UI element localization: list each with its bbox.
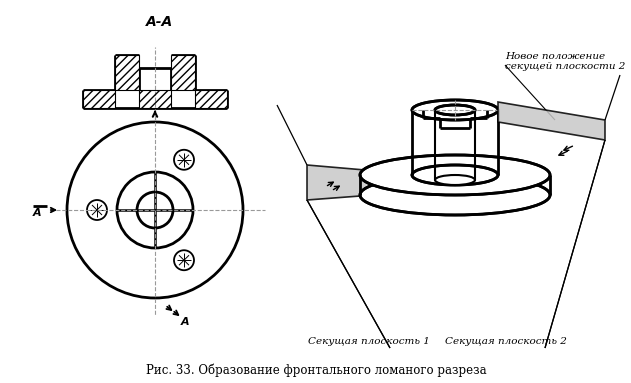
Bar bbox=[171, 55, 195, 90]
Bar bbox=[139, 90, 171, 108]
Polygon shape bbox=[307, 165, 400, 200]
Polygon shape bbox=[498, 102, 605, 140]
Ellipse shape bbox=[435, 105, 475, 115]
Ellipse shape bbox=[360, 175, 550, 215]
Text: Новое положение
секущей плоскости 2: Новое положение секущей плоскости 2 bbox=[505, 52, 625, 71]
Text: Секущая плоскость 1: Секущая плоскость 1 bbox=[308, 337, 430, 347]
Bar bbox=[115, 55, 139, 90]
Bar bbox=[195, 90, 227, 108]
Bar bbox=[83, 90, 115, 108]
Bar bbox=[195, 90, 227, 108]
Ellipse shape bbox=[435, 175, 475, 185]
Text: А: А bbox=[180, 317, 189, 327]
Ellipse shape bbox=[360, 155, 550, 195]
Ellipse shape bbox=[412, 165, 498, 185]
Text: А-А: А-А bbox=[146, 15, 174, 29]
Bar bbox=[171, 55, 195, 90]
Bar bbox=[139, 90, 171, 108]
Text: Рис. 33. Образование фронтального ломаного разреза: Рис. 33. Образование фронтального ломано… bbox=[146, 363, 487, 377]
Bar bbox=[115, 55, 139, 90]
Bar bbox=[83, 90, 115, 108]
Ellipse shape bbox=[412, 100, 498, 120]
Text: А: А bbox=[33, 208, 41, 218]
Text: Секущая плоскость 2: Секущая плоскость 2 bbox=[445, 337, 567, 347]
